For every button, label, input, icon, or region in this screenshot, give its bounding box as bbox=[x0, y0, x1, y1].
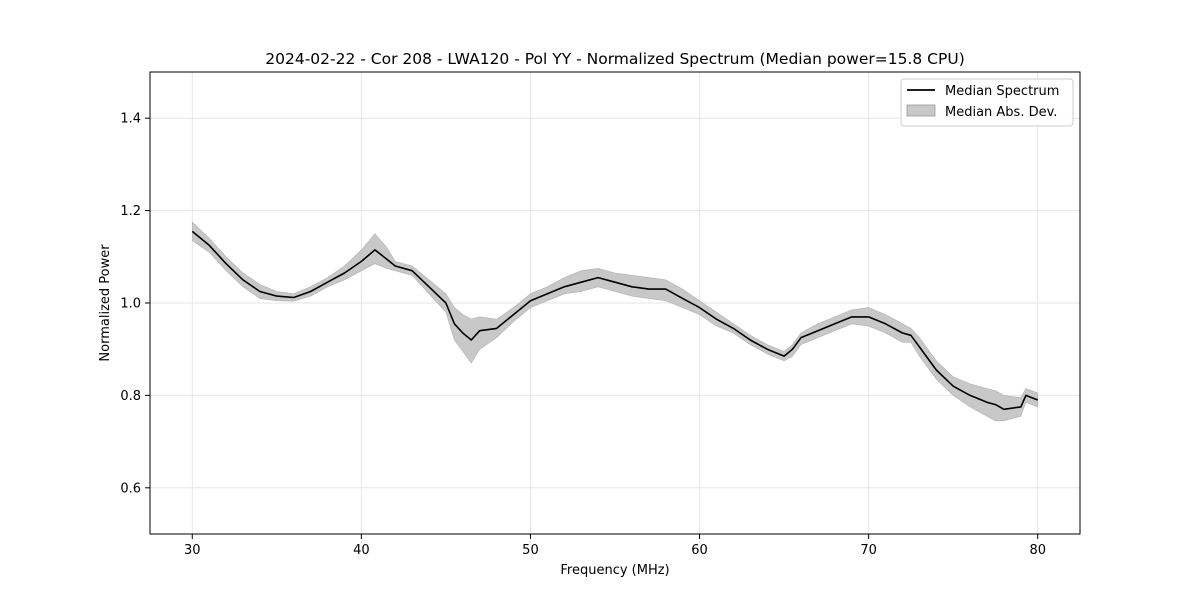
legend: Median Spectrum Median Abs. Dev. bbox=[900, 78, 1074, 127]
legend-label-median-spectrum: Median Spectrum bbox=[945, 84, 1059, 99]
legend-label-median-abs-dev: Median Abs. Dev. bbox=[945, 105, 1057, 120]
legend-box bbox=[900, 78, 1074, 127]
x-axis-label: Frequency (MHz) bbox=[560, 563, 669, 578]
x-tick-label: 60 bbox=[691, 543, 708, 558]
y-tick-label: 1.0 bbox=[120, 297, 141, 312]
chart-title: 2024-02-22 - Cor 208 - LWA120 - Pol YY -… bbox=[265, 50, 965, 68]
x-tick-label: 50 bbox=[522, 543, 539, 558]
y-tick-label: 0.6 bbox=[120, 481, 141, 496]
legend-patch-swatch bbox=[906, 104, 936, 117]
mad-band-layer bbox=[192, 221, 1038, 422]
x-tick-label: 70 bbox=[860, 543, 877, 558]
y-tick-label: 1.4 bbox=[120, 112, 141, 127]
x-axis-ticks: 30 40 50 60 70 80 bbox=[184, 534, 1046, 558]
y-axis-ticks: 0.6 0.8 1.0 1.2 1.4 bbox=[120, 112, 150, 496]
median-spectrum-line bbox=[191, 230, 1038, 411]
y-axis-label: Normalized Power bbox=[98, 244, 113, 362]
x-tick-label: 30 bbox=[184, 543, 201, 558]
median-line-layer bbox=[191, 230, 1038, 411]
x-tick-label: 80 bbox=[1029, 543, 1046, 558]
mad-band bbox=[192, 221, 1038, 422]
grid bbox=[150, 72, 1080, 534]
y-tick-label: 0.8 bbox=[120, 389, 141, 404]
x-tick-label: 40 bbox=[353, 543, 370, 558]
y-tick-label: 1.2 bbox=[120, 204, 141, 219]
